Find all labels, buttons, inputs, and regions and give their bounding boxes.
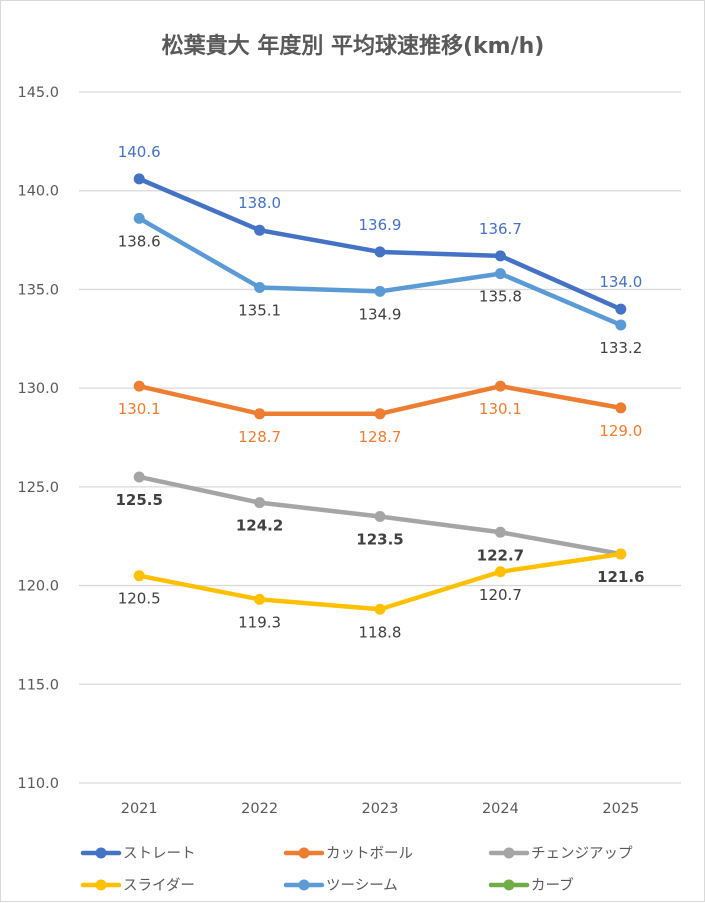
legend-marker	[298, 847, 310, 859]
data-label: 130.1	[479, 400, 522, 418]
data-label: 134.9	[359, 305, 402, 323]
legend-marker	[95, 847, 107, 859]
data-point	[254, 593, 266, 605]
data-point	[374, 408, 386, 420]
data-point	[374, 603, 386, 615]
data-point	[494, 250, 506, 262]
data-point	[494, 526, 506, 538]
legend-item: カットボール	[283, 845, 413, 862]
data-point	[494, 380, 506, 392]
x-tick-label: 2024	[482, 801, 519, 817]
data-point	[615, 303, 627, 315]
data-point	[494, 566, 506, 578]
data-label: 118.8	[359, 623, 402, 641]
data-label: 128.7	[238, 428, 281, 446]
y-tick-label: 125.0	[17, 480, 59, 496]
data-point	[494, 268, 506, 280]
legend-item: チェンジアップ	[488, 845, 633, 862]
data-label: 123.5	[356, 530, 403, 548]
series-line	[136, 551, 624, 612]
data-label: 122.7	[477, 546, 524, 564]
data-label: 124.2	[236, 517, 283, 535]
legend-item: スライダー	[80, 877, 195, 894]
x-axis: 2021 2022 2023 2024 2025	[121, 801, 640, 817]
data-label: 120.7	[479, 586, 522, 604]
data-point	[374, 285, 386, 297]
data-point	[615, 319, 627, 331]
data-label: 133.2	[599, 339, 642, 357]
y-tick-label: 135.0	[17, 282, 59, 298]
legend-marker	[503, 847, 515, 859]
legend-label: ストレート	[123, 846, 196, 862]
data-point	[133, 212, 145, 224]
legend-label: スライダー	[123, 877, 195, 894]
data-point	[374, 246, 386, 258]
legend-marker	[95, 879, 107, 891]
legend-marker	[298, 879, 310, 891]
y-tick-label: 145.0	[17, 85, 59, 101]
legend-item: ストレート	[80, 846, 196, 862]
data-label: 140.6	[118, 143, 161, 161]
data-label: 120.5	[118, 590, 161, 608]
data-point	[133, 173, 145, 185]
legend-label: ツーシーム	[326, 878, 398, 894]
data-point	[133, 380, 145, 392]
data-label: 129.0	[599, 422, 642, 440]
x-tick-label: 2025	[602, 801, 639, 817]
data-label: 136.7	[479, 220, 522, 238]
data-point	[133, 471, 145, 483]
data-label: 138.0	[238, 194, 281, 212]
x-tick-label: 2021	[121, 801, 158, 817]
legend-marker	[503, 879, 515, 891]
data-point	[615, 402, 627, 414]
y-tick-label: 140.0	[17, 184, 59, 200]
legend-label: カットボール	[326, 845, 413, 862]
legend-item: ツーシーム	[283, 878, 398, 894]
data-label: 135.1	[238, 301, 281, 319]
data-label: 130.1	[118, 400, 161, 418]
data-label: 134.0	[599, 273, 642, 291]
data-label: 136.9	[359, 216, 402, 234]
y-tick-label: 115.0	[17, 677, 59, 693]
legend-item: カーブ	[488, 876, 574, 894]
x-tick-label: 2023	[362, 801, 399, 817]
data-point	[254, 497, 266, 509]
data-label: 121.6	[597, 568, 644, 586]
data-label: 138.6	[118, 232, 161, 250]
y-tick-label: 110.0	[17, 776, 59, 792]
legend-label: チェンジアップ	[531, 845, 633, 862]
data-labels: 140.6 138.0 136.9 136.7 134.0 130.1 128.7 128.7…	[115, 143, 644, 641]
data-label: 119.3	[238, 613, 281, 631]
y-tick-label: 130.0	[17, 381, 59, 397]
data-label: 125.5	[115, 491, 162, 509]
data-point	[254, 281, 266, 293]
series-group	[133, 173, 627, 615]
data-point	[254, 224, 266, 236]
chart-title: 松葉貴大 年度別 平均球速推移(km/h)	[162, 33, 545, 59]
y-tick-label: 120.0	[17, 579, 59, 595]
data-point	[133, 570, 145, 582]
data-point	[615, 548, 627, 560]
data-label: 128.7	[359, 428, 402, 446]
data-label: 135.8	[479, 288, 522, 306]
legend-label: カーブ	[531, 876, 574, 894]
y-axis: 110.0 115.0 120.0 125.0 130.0 135.0 140.0 145.0	[17, 85, 59, 792]
data-point	[374, 510, 386, 522]
data-point	[254, 408, 266, 420]
x-tick-label: 2022	[241, 801, 278, 817]
